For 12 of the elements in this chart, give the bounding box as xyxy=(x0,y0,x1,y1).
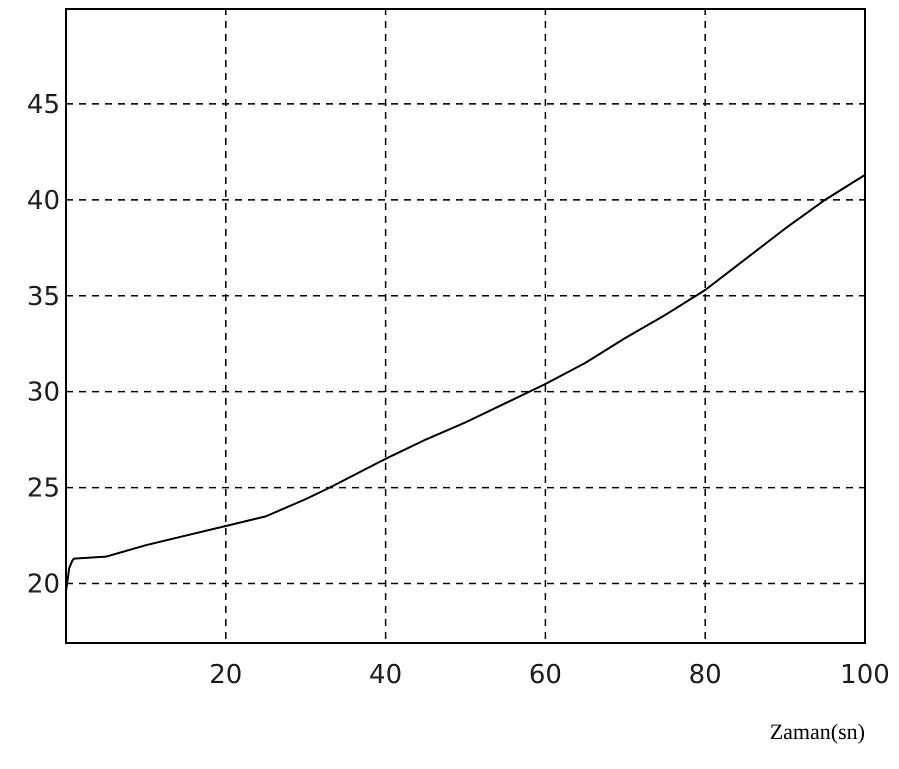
x-tick-label: 80 xyxy=(688,660,722,690)
y-tick-label: 35 xyxy=(26,282,60,312)
y-tick-label: 40 xyxy=(26,186,60,216)
y-tick-label: 30 xyxy=(26,378,60,408)
x-tick-label: 40 xyxy=(369,660,402,690)
x-tick-label: 60 xyxy=(528,660,562,690)
y-tick-label: 25 xyxy=(26,474,60,504)
x-tick-label: 100 xyxy=(840,660,890,690)
y-tick-label: 20 xyxy=(26,570,60,600)
x-tick-label: 20 xyxy=(209,660,242,690)
y-tick-label: 45 xyxy=(26,90,60,120)
x-axis-title: Zaman(sn) xyxy=(770,719,865,744)
